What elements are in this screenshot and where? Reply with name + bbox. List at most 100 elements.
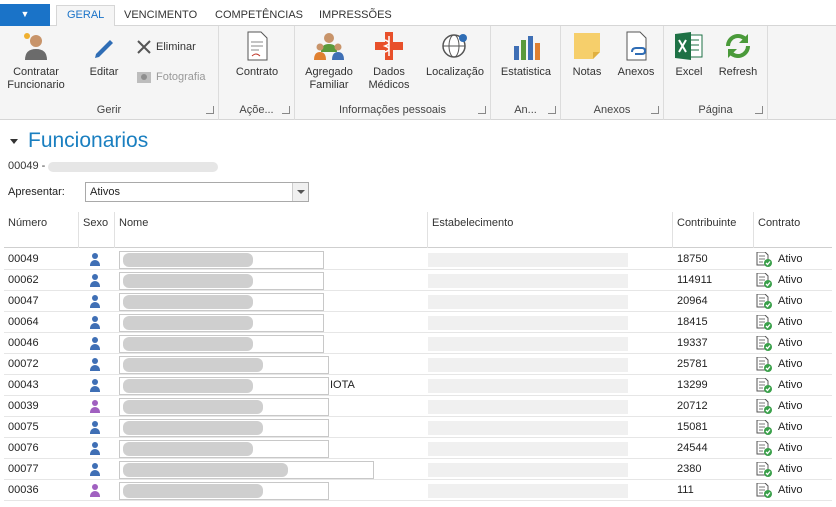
table-row[interactable]: 00039 20712 Ativo — [4, 396, 832, 417]
refresh-button[interactable]: Refresh — [714, 30, 762, 79]
chevron-down-icon[interactable] — [292, 183, 308, 201]
table-row[interactable]: 00076 24544 Ativo — [4, 438, 832, 459]
cell-sexo — [79, 333, 115, 354]
cell-contrato: Ativo — [754, 333, 832, 354]
medical-icon — [373, 30, 405, 62]
filter-select-value: Ativos — [90, 186, 120, 198]
active-contract-icon — [756, 461, 772, 477]
acoes-launcher-icon[interactable] — [282, 106, 290, 114]
table-row[interactable]: 00049 18750 Ativo — [4, 249, 832, 270]
dados-medicos-button[interactable]: Dados Médicos — [363, 30, 415, 92]
informacoes-launcher-icon[interactable] — [478, 106, 486, 114]
redacted-name — [123, 274, 253, 288]
excel-icon — [673, 30, 705, 62]
application-menu-button[interactable]: ▼ — [0, 4, 50, 26]
refresh-icon — [722, 30, 754, 62]
cell-estabelecimento — [428, 480, 673, 501]
group-label-pagina: Página — [698, 104, 733, 116]
redacted-estabelecimento — [428, 337, 628, 351]
ribbon-group-acoes: Contrato Açõe... — [219, 26, 295, 120]
gerir-launcher-icon[interactable] — [206, 106, 214, 114]
name-suffix: IOTA — [330, 379, 355, 391]
cell-estabelecimento — [428, 396, 673, 417]
active-contract-icon — [756, 251, 772, 267]
table-row[interactable]: 00072 25781 Ativo — [4, 354, 832, 375]
cell-estabelecimento — [428, 375, 673, 396]
cell-sexo — [79, 417, 115, 438]
tab-vencimento[interactable]: VENCIMENTO — [124, 9, 198, 21]
pencil-icon — [88, 30, 120, 62]
dados-medicos-label: Dados Médicos — [368, 66, 410, 91]
cell-nome — [115, 438, 428, 459]
column-header-sexo[interactable]: Sexo — [79, 212, 115, 248]
notas-button[interactable]: Notas — [567, 30, 607, 79]
contract-status: Ativo — [778, 295, 803, 307]
tab-impressoes[interactable]: IMPRESSÕES — [319, 9, 392, 21]
table-row[interactable]: 00062 114911 Ativo — [4, 270, 832, 291]
collapse-caret-icon[interactable] — [10, 138, 18, 144]
fotografia-label: Fotografia — [156, 71, 206, 83]
cell-estabelecimento — [428, 312, 673, 333]
excel-label: Excel — [675, 66, 703, 78]
table-row[interactable]: 00075 15081 Ativo — [4, 417, 832, 438]
agregado-familiar-button[interactable]: Agregado Familiar — [299, 30, 359, 92]
contrato-button[interactable]: Contrato — [229, 30, 285, 79]
editar-button[interactable]: Editar — [82, 30, 126, 79]
contract-status: Ativo — [778, 421, 803, 433]
eliminar-button[interactable]: Eliminar — [136, 38, 196, 56]
anexos-button[interactable]: Anexos — [613, 30, 659, 79]
contract-status: Ativo — [778, 337, 803, 349]
pagina-launcher-icon[interactable] — [755, 106, 763, 114]
sticky-note-icon — [571, 30, 603, 62]
group-label-analise: An... — [514, 104, 537, 116]
anexos-launcher-icon[interactable] — [651, 106, 659, 114]
table-row[interactable]: 00077 2380 Ativo — [4, 459, 832, 480]
photo-icon — [136, 69, 152, 85]
cell-sexo — [79, 459, 115, 480]
cell-numero: 00039 — [8, 400, 39, 412]
tab-geral[interactable]: GERAL — [56, 5, 116, 27]
family-icon — [313, 30, 345, 62]
cell-contrato: Ativo — [754, 270, 832, 291]
redacted-estabelecimento — [428, 316, 628, 330]
grid-header: Número Sexo Nome Estabelecimento Contrib… — [4, 212, 832, 248]
redacted-name — [123, 295, 253, 309]
ribbon-tabstrip: ▼ GERAL VENCIMENTO COMPETÊNCIAS IMPRESSÕ… — [0, 0, 836, 27]
contratar-funcionario-button[interactable]: Contratar Funcionario — [4, 30, 68, 92]
localizacao-button[interactable]: Localização — [423, 30, 487, 79]
refresh-label: Refresh — [718, 66, 758, 78]
cell-contrato: Ativo — [754, 249, 832, 270]
active-contract-icon — [756, 440, 772, 456]
redacted-name — [123, 421, 263, 435]
male-person-icon — [89, 253, 101, 267]
table-row[interactable]: 00047 20964 Ativo — [4, 291, 832, 312]
column-header-nome[interactable]: Nome — [115, 212, 428, 248]
redacted-estabelecimento — [428, 442, 628, 456]
analise-launcher-icon[interactable] — [548, 106, 556, 114]
ribbon-group-gerir: Contratar Funcionario Editar Eliminar Fo… — [0, 26, 219, 120]
male-person-icon — [89, 316, 101, 330]
cell-estabelecimento — [428, 438, 673, 459]
cell-numero: 00064 — [8, 316, 39, 328]
fotografia-button[interactable]: Fotografia — [136, 68, 206, 86]
cell-contrato: Ativo — [754, 291, 832, 312]
female-person-icon — [89, 484, 101, 498]
table-row[interactable]: 00043 IOTA 13299 Ativo — [4, 375, 832, 396]
cell-nome — [115, 249, 428, 270]
tab-competencias[interactable]: COMPETÊNCIAS — [215, 9, 304, 21]
cell-sexo — [79, 480, 115, 501]
table-row[interactable]: 00064 18415 Ativo — [4, 312, 832, 333]
cell-estabelecimento — [428, 354, 673, 375]
contract-status: Ativo — [778, 484, 803, 496]
redacted-estabelecimento — [428, 379, 628, 393]
excel-button[interactable]: Excel — [670, 30, 708, 79]
table-row[interactable]: 00046 19337 Ativo — [4, 333, 832, 354]
column-header-contrato[interactable]: Contrato — [758, 217, 801, 229]
column-header-estabelecimento[interactable]: Estabelecimento — [428, 212, 673, 248]
estatistica-button[interactable]: Estatistica — [495, 30, 557, 79]
column-header-numero[interactable]: Número — [4, 212, 79, 248]
table-row[interactable]: 00036 111 Ativo — [4, 480, 832, 501]
ribbon-group-analise: Estatistica An... — [491, 26, 561, 120]
filter-select[interactable]: Ativos — [85, 182, 309, 202]
column-header-contribuinte[interactable]: Contribuinte — [673, 212, 754, 248]
